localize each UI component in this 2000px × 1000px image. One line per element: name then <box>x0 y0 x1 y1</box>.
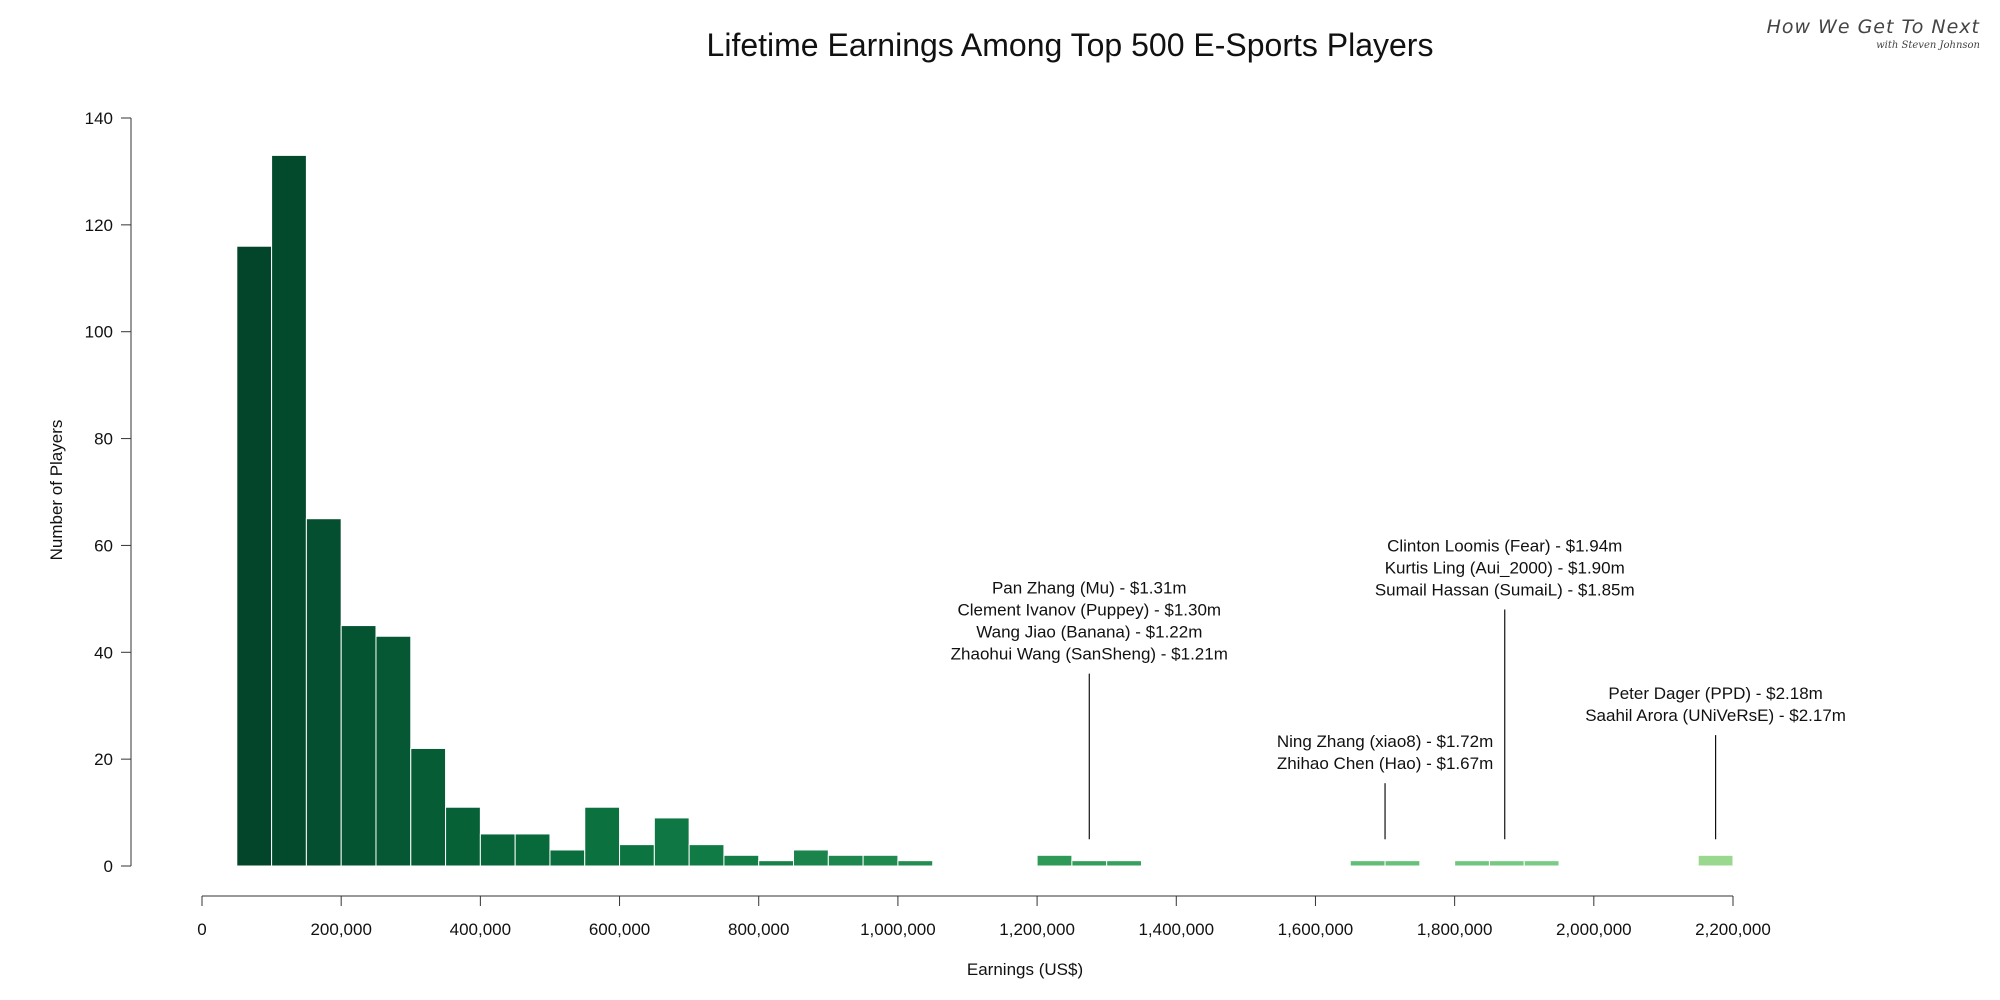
histogram-bar <box>1106 860 1142 867</box>
histogram-bar <box>410 747 447 867</box>
brand-logo: How We Get To Next with Steven Johnson <box>1767 16 1980 51</box>
histogram-bar <box>479 833 516 867</box>
annotation-label: Saahil Arora (UNiVeRsE) - $2.17m <box>1585 706 1846 725</box>
histogram-bar <box>1036 854 1073 867</box>
annotation-label: Zhihao Chen (Hao) - $1.67m <box>1277 754 1493 773</box>
y-tick-label: 80 <box>94 430 113 449</box>
histogram-bar <box>688 844 725 867</box>
histogram-bar <box>305 518 342 867</box>
brand-name: How We Get To Next <box>1766 16 1980 38</box>
histogram-bar <box>1697 854 1734 867</box>
x-tick-label: 600,000 <box>589 920 650 939</box>
annotation-label: Clinton Loomis (Fear) - $1.94m <box>1387 537 1622 556</box>
histogram-bar <box>723 854 760 867</box>
histogram-bar <box>584 806 621 867</box>
y-tick-label: 0 <box>104 857 113 876</box>
histogram-bar <box>793 849 829 867</box>
histogram-bar <box>1523 860 1560 867</box>
y-tick-label: 100 <box>85 323 113 342</box>
x-tick-label: 800,000 <box>728 920 789 939</box>
histogram-bar <box>340 625 377 867</box>
x-axis: 0 200,000 400,000 600,000 800,000 1,000,000 1,… <box>197 895 1771 939</box>
x-tick-label: 2,200,000 <box>1695 920 1771 939</box>
histogram-bar <box>549 849 586 867</box>
y-tick-label: 20 <box>94 750 113 769</box>
annotation-label: Wang Jiao (Banana) - $1.22m <box>976 623 1202 642</box>
histogram-bar <box>862 854 899 867</box>
bars-group <box>236 154 1734 867</box>
histogram-bar <box>827 854 864 867</box>
annotation-label: Sumail Hassan (SumaiL) - $1.85m <box>1375 581 1635 600</box>
histogram-bar <box>236 245 273 867</box>
annotations-group: Pan Zhang (Mu) - $1.31m Clement Ivanov (P… <box>951 537 1846 840</box>
histogram-bar <box>1071 860 1108 867</box>
histogram-bar <box>758 860 795 867</box>
y-axis-label: Number of Players <box>47 420 66 561</box>
histogram-bar <box>897 860 934 867</box>
histogram-bar <box>1384 860 1421 867</box>
x-tick-label: 400,000 <box>450 920 511 939</box>
x-tick-label: 1,200,000 <box>999 920 1075 939</box>
annotation-label: Kurtis Ling (Aui_2000) - $1.90m <box>1385 559 1625 578</box>
histogram-bar <box>375 635 412 867</box>
histogram-bar <box>653 817 690 867</box>
x-tick-label: 0 <box>197 920 206 939</box>
y-axis: 0 20 40 60 80 100 120 140 <box>85 109 132 876</box>
x-axis-label: Earnings (US$) <box>967 960 1083 979</box>
histogram-bar <box>271 154 307 867</box>
annotation-label: Pan Zhang (Mu) - $1.31m <box>992 579 1187 598</box>
x-tick-label: 1,600,000 <box>1278 920 1354 939</box>
y-tick-label: 40 <box>94 643 113 662</box>
y-tick-label: 140 <box>85 109 113 128</box>
histogram-bar <box>1454 860 1490 867</box>
annotation-label: Peter Dager (PPD) - $2.18m <box>1608 684 1822 703</box>
x-tick-label: 200,000 <box>310 920 371 939</box>
x-tick-label: 2,000,000 <box>1556 920 1632 939</box>
histogram-bar <box>445 806 481 867</box>
histogram-bar <box>619 844 655 867</box>
annotation-label: Clement Ivanov (Puppey) - $1.30m <box>957 601 1221 620</box>
x-tick-label: 1,800,000 <box>1417 920 1493 939</box>
histogram-bar <box>1349 860 1386 867</box>
histogram-bar <box>514 833 551 867</box>
x-tick-label: 1,000,000 <box>860 920 936 939</box>
chart-title: Lifetime Earnings Among Top 500 E-Sports… <box>707 27 1434 63</box>
y-tick-label: 120 <box>85 216 113 235</box>
annotation-label: Ning Zhang (xiao8) - $1.72m <box>1277 732 1493 751</box>
x-tick-label: 1,400,000 <box>1138 920 1214 939</box>
y-tick-label: 60 <box>94 536 113 555</box>
histogram-bar <box>1488 860 1525 867</box>
brand-tagline: with Steven Johnson <box>1876 40 1980 51</box>
annotation-label: Zhaohui Wang (SanSheng) - $1.21m <box>951 645 1228 664</box>
